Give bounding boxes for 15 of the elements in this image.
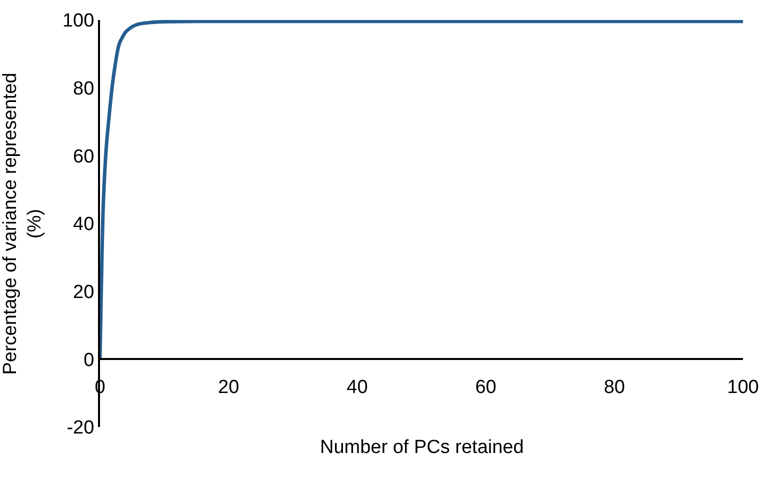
x-axis-title: Number of PCs retained	[320, 437, 524, 458]
y-tick-label: 0	[84, 350, 94, 371]
y-tick-label: 100	[62, 10, 94, 32]
y-axis-title: Percentage of variance represented (%)	[0, 72, 46, 375]
x-tick-label: 40	[346, 376, 368, 398]
x-tick-label: 100	[727, 376, 759, 398]
x-tick-label: 80	[604, 376, 625, 398]
x-tick-label: 20	[218, 376, 240, 398]
y-tick-label: 20	[73, 282, 94, 303]
y-tick-label: 80	[73, 78, 94, 100]
y-tick-label: -20	[66, 418, 94, 439]
y-tick-label: 60	[73, 146, 94, 168]
x-tick-label: 60	[475, 376, 496, 398]
line-series	[100, 20, 743, 361]
y-tick-label: 40	[73, 214, 94, 236]
